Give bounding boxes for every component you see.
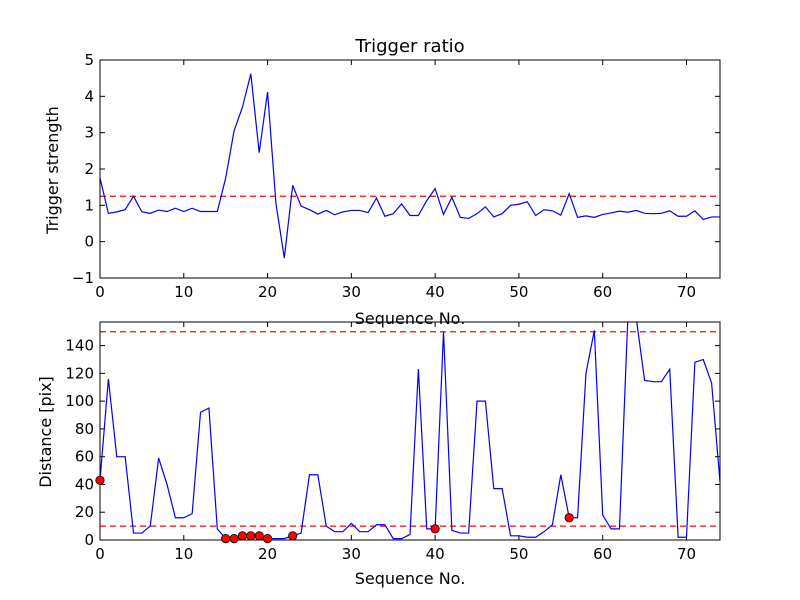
y-axis-label: Distance [pix] xyxy=(36,376,55,488)
x-tick-label: 20 xyxy=(258,283,277,301)
y-tick-label: 1 xyxy=(84,196,94,214)
x-tick-label: 10 xyxy=(174,545,193,563)
x-tick-label: 0 xyxy=(95,545,105,563)
x-tick-label: 10 xyxy=(174,283,193,301)
x-tick-label: 60 xyxy=(593,545,612,563)
x-tick-label: 30 xyxy=(342,283,361,301)
trigger-marker xyxy=(288,531,298,541)
y-tick-label: 5 xyxy=(84,51,94,69)
x-tick-label: 30 xyxy=(342,545,361,563)
x-tick-label: 50 xyxy=(509,545,528,563)
trigger-marker xyxy=(221,534,231,544)
x-tick-label: 70 xyxy=(677,283,696,301)
series-line xyxy=(100,322,720,540)
x-tick-label: 70 xyxy=(677,545,696,563)
y-tick-label: 80 xyxy=(75,420,94,438)
trigger-marker xyxy=(237,531,248,541)
y-tick-label: 0 xyxy=(84,233,94,251)
y-tick-label: 100 xyxy=(65,392,94,410)
plot-area: 0 10 20 30 40 50 60 70 0 20 40 60 80 100 120 140 xyxy=(65,321,721,563)
axes-frame xyxy=(99,321,721,541)
y-tick-label: 40 xyxy=(75,475,94,493)
trigger-marker xyxy=(564,513,574,523)
x-tick-label: 0 xyxy=(95,283,105,301)
trigger-marker xyxy=(430,524,440,534)
series-line xyxy=(100,73,720,259)
y-tick-label: 2 xyxy=(84,160,94,178)
plot-marks xyxy=(100,73,720,259)
plot-marks xyxy=(100,322,720,540)
y-tick-label: 3 xyxy=(84,124,94,142)
trigger-marker xyxy=(229,534,239,544)
chart-title: Trigger ratio xyxy=(354,36,464,57)
x-tick-label: 20 xyxy=(258,545,277,563)
x-tick-label: 50 xyxy=(509,283,528,301)
x-axis-label: Sequence No. xyxy=(355,309,466,328)
trigger-marker xyxy=(246,531,256,541)
y-tick-label: 120 xyxy=(65,364,94,382)
x-tick-label: 40 xyxy=(426,545,445,563)
y-tick-label: 140 xyxy=(65,337,94,355)
y-tick-label: 0 xyxy=(84,531,94,549)
x-tick-label: 40 xyxy=(426,283,445,301)
y-tick-label: −1 xyxy=(72,269,94,287)
axes-frame xyxy=(99,59,721,279)
y-tick-label: 4 xyxy=(84,87,94,105)
x-tick-label: 60 xyxy=(593,283,612,301)
y-tick-label: 20 xyxy=(75,503,94,521)
trigger-marker xyxy=(254,531,264,541)
trigger-marker xyxy=(95,475,105,485)
x-axis-label: Sequence No. xyxy=(355,569,466,588)
y-tick-label: 60 xyxy=(75,448,94,466)
trigger-marker xyxy=(262,534,273,544)
y-axis-label: Trigger strength xyxy=(43,106,62,235)
distance-chart: 0 10 20 30 40 50 60 70 0 20 40 60 80 100 120 140 Sequen… xyxy=(36,321,721,588)
